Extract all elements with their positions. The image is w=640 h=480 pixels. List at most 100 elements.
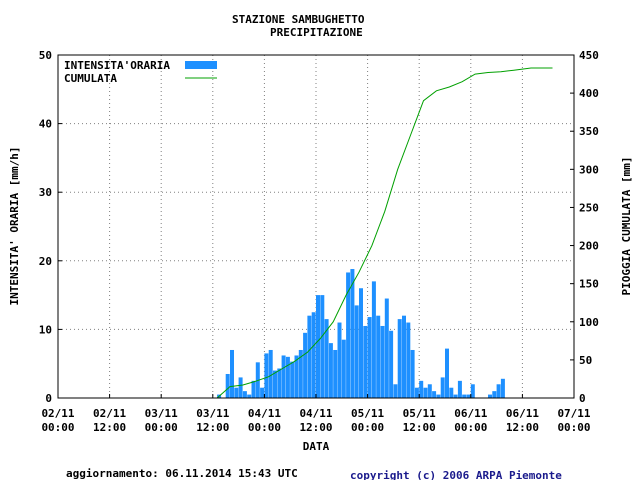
intensity-bar [303,332,308,398]
chart-title-line2: PRECIPITAZIONE [270,26,363,39]
x-tick-label-time: 00:00 [248,421,281,434]
intensity-bar [436,394,441,398]
x-tick-label-date: 07/11 [557,407,590,420]
x-tick-label-date: 02/11 [93,407,126,420]
intensity-bar [470,384,475,398]
intensity-bar [363,325,368,398]
x-tick-label-time: 12:00 [506,421,539,434]
cumulative-line [216,67,553,399]
chart-title-line1: STAZIONE SAMBUGHETTO [232,13,365,26]
left-tick-label: 40 [39,118,52,131]
intensity-bar [247,394,252,398]
x-tick-label-date: 05/11 [351,407,384,420]
x-tick-label-time: 00:00 [557,421,590,434]
copyright-text: copyright (c) 2006 ARPA Piemonte [350,469,562,480]
intensity-bar [324,319,329,398]
intensity-bar [380,325,385,398]
x-tick-label-date: 02/11 [41,407,74,420]
intensity-bar [328,343,333,398]
intensity-bar [320,295,325,398]
left-tick-label: 30 [39,186,52,199]
intensity-bar [492,391,497,398]
intensity-bar [453,394,458,398]
x-tick-label-date: 06/11 [454,407,487,420]
intensity-bar [264,353,269,398]
y2-axis-label: PIOGGIA CUMULATA [mm] [620,156,633,295]
intensity-bar [311,312,316,398]
intensity-bar [376,315,381,398]
intensity-bar [316,295,320,398]
x-tick-label-date: 04/11 [299,407,332,420]
intensity-bar [268,349,273,398]
intensity-bar [367,317,372,398]
right-tick-label: 100 [579,316,599,329]
legend-label-cumulative: CUMULATA [64,72,117,85]
intensity-bar [457,380,462,398]
intensity-bar [397,319,402,398]
intensity-bar [359,288,363,398]
intensity-bar [307,315,312,398]
right-tick-label: 50 [579,354,592,367]
cumulative-line-layer [216,67,553,399]
left-tick-label: 10 [39,323,52,336]
left-tick-label: 0 [45,392,52,405]
intensity-bar [393,384,398,398]
x-tick-label-date: 03/11 [145,407,178,420]
intensity-bar [277,368,282,398]
intensity-bar [281,355,286,398]
x-tick-label-time: 12:00 [93,421,126,434]
x-tick-label-time: 00:00 [145,421,178,434]
intensity-bar [354,305,359,398]
right-tick-label: 250 [579,201,599,214]
intensity-bar [285,356,290,398]
legend-swatch-intensity [185,61,217,69]
intensity-bar [427,384,432,398]
right-tick-label: 150 [579,278,599,291]
intensity-bar [298,349,303,398]
x-tick-label-date: 05/11 [403,407,436,420]
right-tick-label: 400 [579,87,599,100]
intensity-bar [251,380,256,398]
intensity-bar [238,377,243,398]
x-tick-label-date: 06/11 [506,407,539,420]
intensity-bar [488,394,492,398]
legend-label-intensity: INTENSITA'ORARIA [64,59,170,72]
bars-layer [217,269,505,398]
x-tick-label-date: 04/11 [248,407,281,420]
x-tick-label-time: 12:00 [196,421,229,434]
right-tick-label: 0 [579,392,586,405]
intensity-bar [402,315,406,398]
left-tick-label: 20 [39,255,52,268]
intensity-bar [432,391,437,398]
intensity-bar [496,384,501,398]
intensity-bar [423,387,428,398]
intensity-bar [350,269,355,398]
right-tick-label: 350 [579,125,599,138]
intensity-bar [449,387,454,398]
y-axis-label: INTENSITA' ORARIA [mm/h] [8,147,21,306]
legend: INTENSITA'ORARIA CUMULATA [64,59,217,85]
intensity-bar [371,281,376,398]
intensity-bar [384,298,389,398]
right-tick-label: 300 [579,163,599,176]
intensity-bar [290,361,295,398]
intensity-bar [294,355,299,398]
intensity-bar [230,349,234,398]
left-tick-label: 50 [39,49,52,62]
intensity-bar [341,339,346,398]
intensity-bar [466,394,471,398]
right-axis-ticks: 0 50 100 150 200 250 300 350 400 450 [570,49,599,405]
intensity-bar [273,370,277,398]
intensity-bar [234,387,239,398]
intensity-bar [410,349,415,398]
intensity-bar [389,330,394,398]
intensity-bar [406,322,411,398]
x-tick-label-time: 12:00 [299,421,332,434]
x-tick-label-time: 00:00 [351,421,384,434]
intensity-bar [337,322,342,398]
intensity-bar [260,387,265,398]
intensity-bar [445,348,449,398]
intensity-bar [242,391,247,398]
left-axis-ticks: 0 10 20 30 40 50 [39,49,62,405]
